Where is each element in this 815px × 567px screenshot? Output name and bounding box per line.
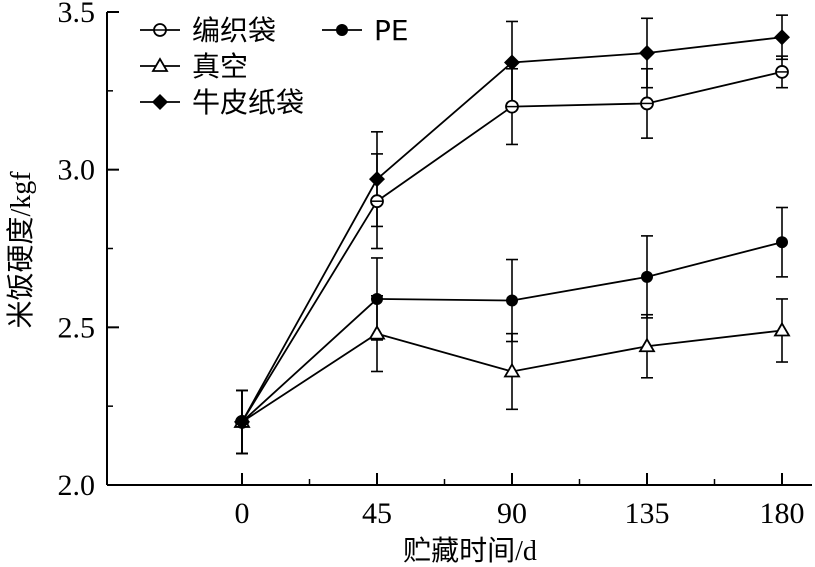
data-point	[639, 44, 655, 61]
x-tick-label: 90	[497, 497, 527, 530]
legend-item: 牛皮纸袋	[140, 86, 304, 119]
legend-label: 牛皮纸袋	[192, 86, 304, 119]
data-point	[234, 413, 250, 430]
legend-marker	[153, 23, 167, 37]
y-tick-label: 3.0	[58, 154, 96, 187]
x-ticks: 0 45 90 135 180	[235, 473, 805, 530]
y-axis-label: 米饭硬度/kgf	[5, 171, 37, 329]
data-point	[774, 29, 790, 46]
legend-marker	[151, 57, 169, 72]
data-point	[368, 324, 386, 340]
data-point	[775, 65, 789, 79]
y-tick-label: 3.5	[58, 0, 96, 29]
legend-label: 编织袋	[192, 14, 276, 47]
y-ticks: 2.0 2.5 3.0 3.5	[58, 0, 119, 502]
data-point	[504, 54, 520, 71]
x-axis-label: 贮藏时间/d	[403, 535, 537, 567]
data-point	[638, 337, 656, 353]
x-tick-label: 0	[235, 497, 250, 530]
data-point	[506, 294, 518, 307]
data-point	[369, 171, 385, 188]
data-point	[503, 362, 521, 378]
series-markers	[233, 29, 791, 430]
legend-item: 真空	[140, 50, 248, 83]
legend-label: 真空	[192, 50, 248, 83]
data-point	[505, 99, 519, 114]
legend-marker	[336, 24, 348, 36]
x-tick-label: 135	[625, 497, 670, 530]
legend-item: 编织袋	[140, 14, 276, 47]
data-point	[370, 194, 384, 209]
data-point	[776, 236, 788, 249]
legend-item: PE	[322, 14, 409, 47]
y-tick-label: 2.0	[58, 469, 96, 502]
legend-label: PE	[374, 14, 409, 47]
y-tick-label: 2.5	[58, 311, 96, 344]
data-point	[640, 96, 654, 111]
legend-marker	[152, 94, 168, 110]
x-tick-label: 45	[362, 497, 392, 530]
data-point	[641, 270, 653, 283]
x-tick-label: 180	[760, 497, 805, 530]
data-point	[773, 321, 791, 337]
error-bars	[236, 14, 788, 455]
data-point	[371, 292, 383, 305]
